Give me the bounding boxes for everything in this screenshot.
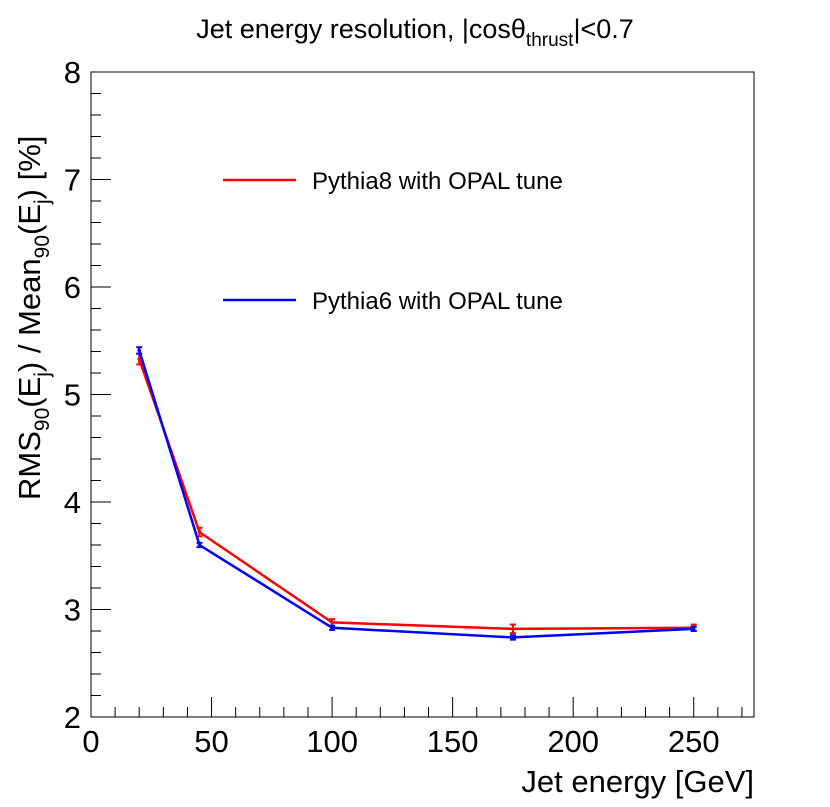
x-tick-label: 0 bbox=[82, 724, 99, 759]
data-point bbox=[137, 357, 142, 361]
y-axis-tick-labels: 2 3 4 5 6 7 8 bbox=[64, 55, 81, 735]
chart-title-subscript: thrust bbox=[526, 30, 574, 51]
series-line bbox=[138, 350, 694, 639]
y-tick-label: 6 bbox=[64, 270, 81, 305]
y-axis-ticks bbox=[91, 71, 111, 718]
legend-label-pythia6: Pythia6 with OPAL tune bbox=[312, 288, 563, 315]
x-tick-label: 50 bbox=[194, 724, 228, 759]
data-point bbox=[511, 635, 515, 640]
x-tick-label: 200 bbox=[547, 724, 599, 759]
y-tick-label: 2 bbox=[64, 700, 81, 735]
y-tick-label: 8 bbox=[64, 55, 81, 90]
x-tick-label: 250 bbox=[668, 724, 720, 759]
x-axis-ticks bbox=[90, 697, 743, 717]
y-tick-label: 5 bbox=[64, 378, 81, 413]
x-tick-label: 150 bbox=[427, 724, 479, 759]
y-tick-label: 3 bbox=[64, 593, 81, 628]
legend: Pythia8 with OPAL tune Pythia6 with OPAL… bbox=[223, 168, 563, 315]
y-axis-label: RMS90(Ej) / Mean90(Ej) [%] bbox=[12, 136, 54, 500]
data-point bbox=[691, 627, 696, 631]
series-1 bbox=[136, 346, 697, 641]
series-line bbox=[138, 358, 694, 631]
chart-title: Jet energy resolution, |cosθthrust|<0.7 bbox=[196, 14, 634, 51]
data-point bbox=[330, 625, 334, 630]
legend-label-pythia8: Pythia8 with OPAL tune bbox=[312, 168, 563, 195]
x-axis-label: Jet energy [GeV] bbox=[521, 764, 754, 799]
series-0 bbox=[136, 352, 697, 635]
data-point bbox=[197, 543, 202, 547]
series-layer bbox=[136, 346, 697, 641]
data-point bbox=[511, 627, 515, 631]
x-axis-tick-labels: 0 50 100 150 200 250 bbox=[82, 724, 719, 759]
y-tick-label: 7 bbox=[64, 163, 81, 198]
data-point bbox=[137, 348, 142, 353]
y-tick-label: 4 bbox=[64, 485, 81, 520]
data-point bbox=[330, 620, 334, 625]
x-tick-label: 100 bbox=[306, 724, 358, 759]
data-point bbox=[197, 530, 202, 534]
